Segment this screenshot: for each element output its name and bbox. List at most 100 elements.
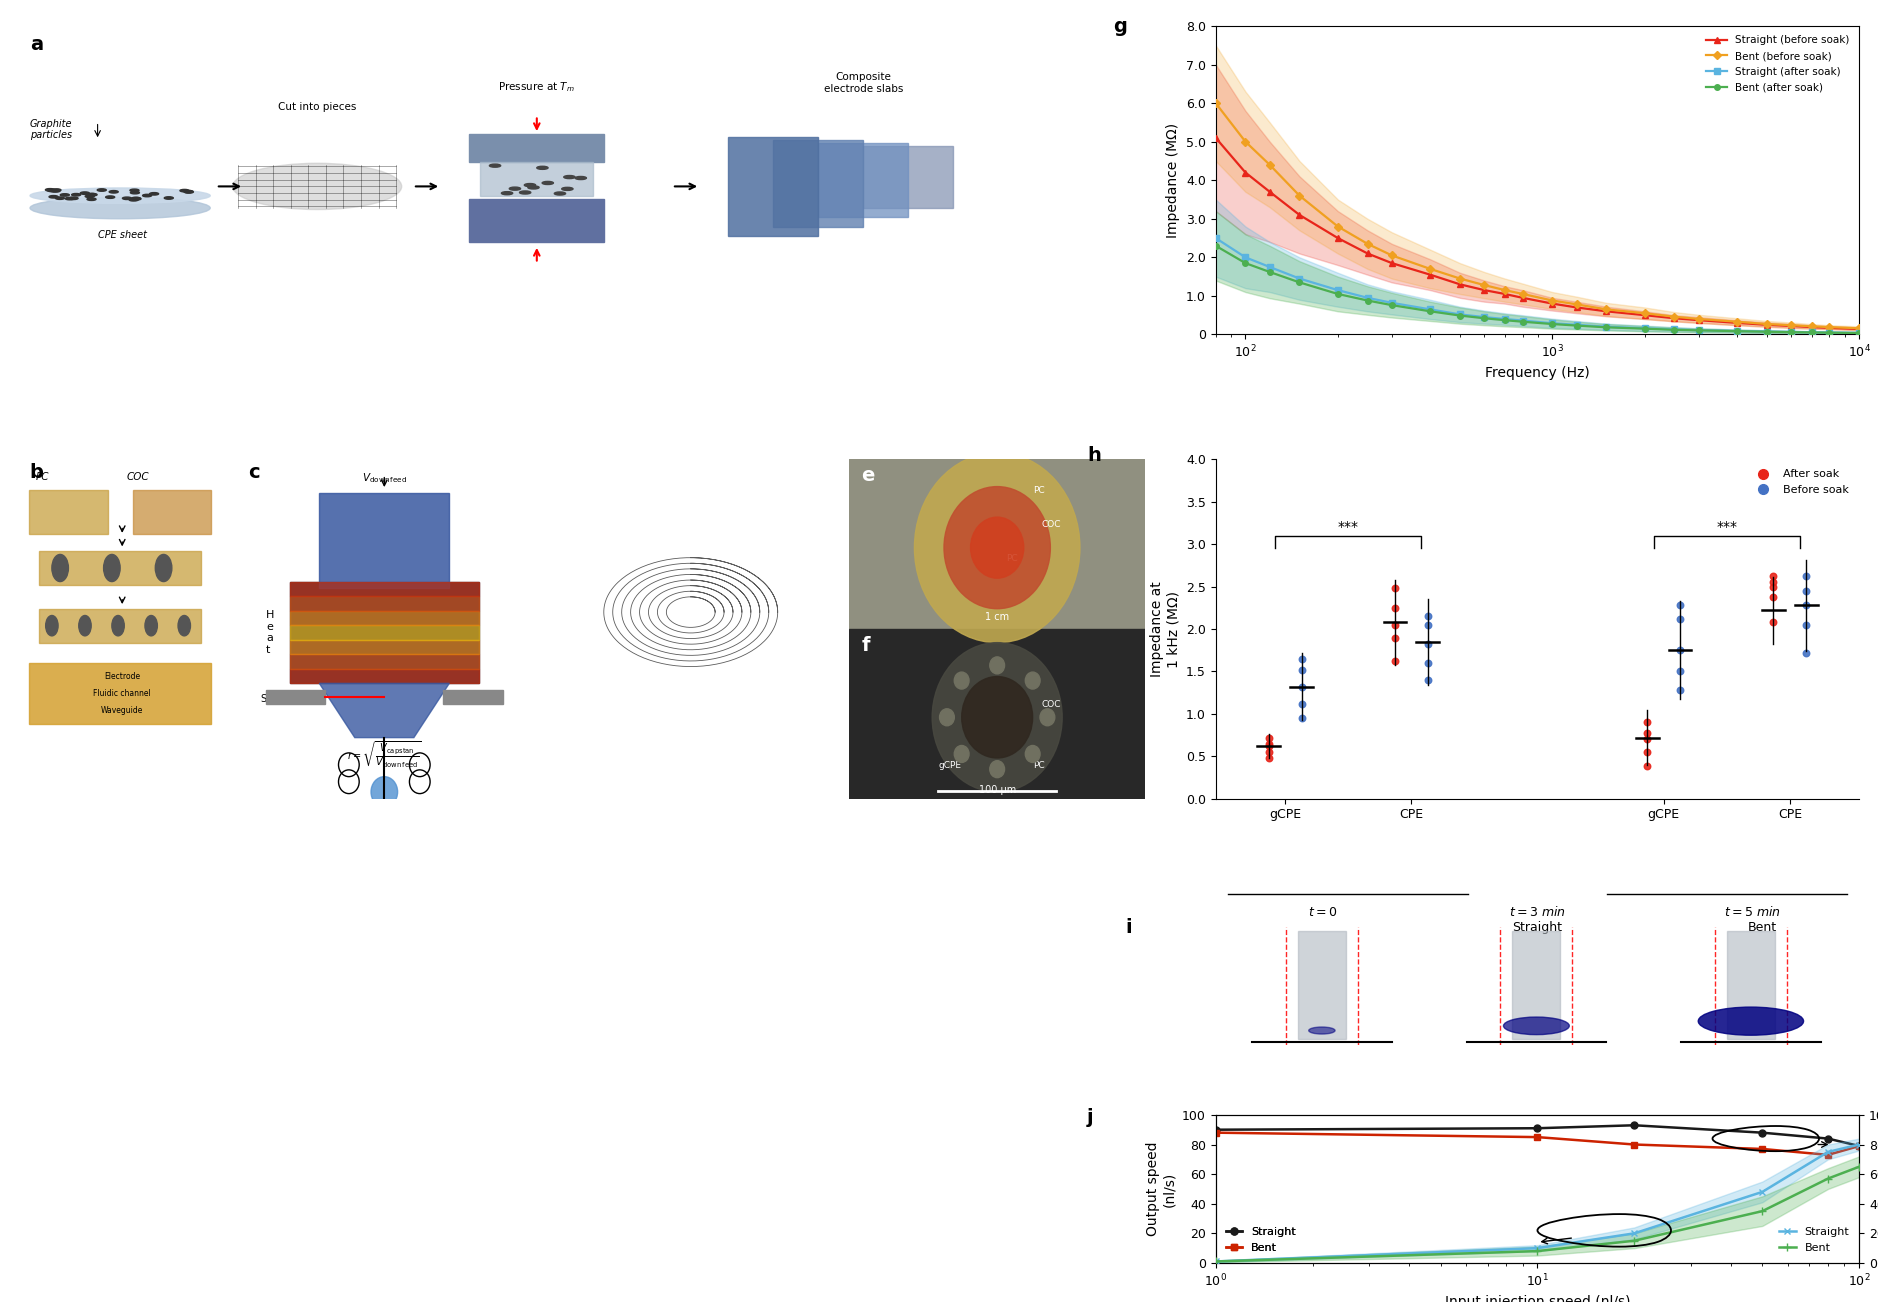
Circle shape (1025, 672, 1040, 689)
Text: $V_{\rm capstan}$: $V_{\rm capstan}$ (370, 785, 400, 798)
Bar (30, 490, 107, 534)
Straight (after soak) (1288, 271, 1311, 286)
Circle shape (156, 555, 173, 582)
Circle shape (524, 184, 535, 186)
Bent (after soak) (1848, 326, 1870, 341)
Point (1666, 608, 1696, 629)
Circle shape (954, 746, 969, 763)
Straight (after soak) (1234, 250, 1256, 266)
Text: Bent: Bent (1748, 921, 1777, 934)
Point (1380, 628, 1410, 648)
Bent (before soak) (1594, 302, 1617, 318)
Circle shape (537, 167, 548, 169)
Straight (after soak) (1493, 311, 1516, 327)
Circle shape (563, 176, 575, 178)
Straight (before soak) (1258, 184, 1281, 199)
Straight (before soak) (1594, 303, 1617, 319)
Circle shape (1040, 708, 1055, 725)
Text: Pressure at $T_m$: Pressure at $T_m$ (498, 81, 575, 94)
Circle shape (150, 193, 158, 195)
Circle shape (971, 517, 1024, 578)
Bar (289, 669, 479, 684)
Bent (1204, 1125, 1226, 1141)
Legend: After soak, Before soak: After soak, Before soak (1748, 465, 1854, 500)
Circle shape (47, 189, 56, 191)
Circle shape (233, 163, 402, 210)
Bent (after soak) (1634, 320, 1656, 336)
Circle shape (143, 194, 152, 197)
Bent (1527, 1243, 1549, 1259)
Bent (1816, 1147, 1839, 1163)
Straight (1848, 1137, 1870, 1152)
Bar (289, 611, 479, 625)
Y-axis label: Output speed
(nl/s): Output speed (nl/s) (1146, 1142, 1176, 1236)
Text: Electrode: Electrode (103, 672, 141, 681)
Point (1632, 742, 1662, 763)
Straight (before soak) (1204, 130, 1226, 146)
Bent (before soak) (1258, 158, 1281, 173)
Bent (before soak) (1780, 318, 1803, 333)
Circle shape (575, 177, 586, 180)
Circle shape (954, 672, 969, 689)
Bent (before soak) (1380, 247, 1403, 263)
Bent (after soak) (1726, 323, 1748, 339)
Straight (before soak) (1512, 290, 1534, 306)
Straight (after soak) (1566, 316, 1589, 332)
Straight (after soak) (1420, 302, 1442, 318)
Point (1255, 728, 1285, 749)
Straight (after soak) (1204, 230, 1226, 246)
Text: ***: *** (1716, 519, 1737, 534)
Line: Bent: Bent (1211, 1129, 1863, 1159)
Circle shape (990, 760, 1005, 777)
Bent (after soak) (1356, 293, 1378, 309)
Y-axis label: Impedance (MΩ): Impedance (MΩ) (1166, 122, 1181, 238)
Bent (before soak) (1493, 283, 1516, 298)
Straight (after soak) (1780, 324, 1803, 340)
Circle shape (86, 198, 96, 201)
Bar (729, 137, 819, 236)
Point (1255, 733, 1285, 754)
Straight (after soak) (1326, 283, 1348, 298)
Circle shape (931, 643, 1063, 792)
Bar (849, 629, 1146, 798)
Circle shape (130, 198, 139, 201)
Straight (1527, 1241, 1549, 1256)
Text: CPE sheet: CPE sheet (98, 229, 146, 240)
Point (1286, 708, 1316, 729)
Text: Graphite
particles: Graphite particles (30, 118, 73, 141)
Text: h: h (1087, 445, 1101, 465)
Straight (after soak) (1356, 290, 1378, 306)
Bent (before soak) (1818, 319, 1840, 335)
Circle shape (178, 616, 190, 635)
Circle shape (79, 616, 92, 635)
Circle shape (69, 197, 79, 199)
Straight (before soak) (1288, 207, 1311, 223)
Straight (after soak) (1688, 323, 1711, 339)
Bar (470, 199, 605, 242)
Point (1412, 634, 1442, 655)
Bent (after soak) (1288, 275, 1311, 290)
Point (1286, 676, 1316, 697)
Straight (1816, 1144, 1839, 1160)
Bent (1623, 1137, 1645, 1152)
Bar (289, 582, 479, 684)
X-axis label: Input injection speed (nl/s): Input injection speed (nl/s) (1444, 1294, 1630, 1302)
Text: 10 cm: 10 cm (734, 755, 764, 764)
Bent (1750, 1141, 1773, 1156)
Circle shape (53, 189, 60, 191)
Straight (1848, 1138, 1870, 1154)
Straight (1750, 1125, 1773, 1141)
Bar (289, 582, 479, 596)
Circle shape (145, 616, 158, 635)
Circle shape (54, 197, 64, 199)
Straight (after soak) (1756, 324, 1778, 340)
Circle shape (184, 190, 193, 193)
Straight (1623, 1117, 1645, 1133)
Legend: Straight (before soak), Bent (before soak), Straight (after soak), Bent (after s: Straight (before soak), Bent (before soa… (1701, 31, 1854, 96)
Straight (before soak) (1780, 318, 1803, 333)
Bar (289, 655, 479, 669)
Bar (289, 596, 479, 611)
Circle shape (509, 187, 520, 190)
Circle shape (45, 189, 54, 191)
Text: 100 μm: 100 μm (978, 785, 1016, 796)
